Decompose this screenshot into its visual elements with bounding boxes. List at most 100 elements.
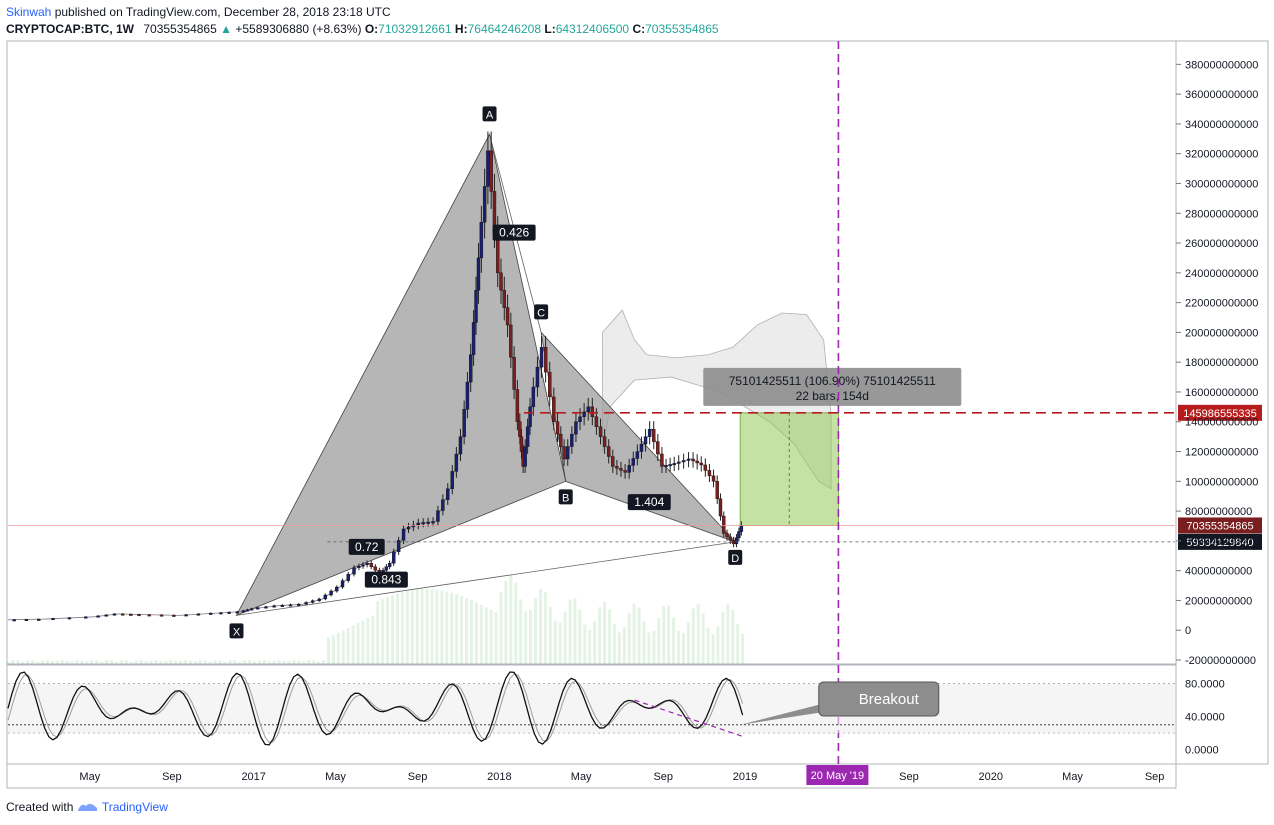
time-scale[interactable] (6, 763, 1177, 789)
oscillator-trendline[interactable] (634, 699, 746, 738)
candle (652, 428, 656, 442)
volume-bar (233, 660, 237, 664)
volume-bar (75, 660, 79, 664)
candle (280, 604, 285, 607)
volume-bar (346, 627, 350, 664)
pattern-xab (235, 133, 567, 617)
highlight-date-badge (806, 765, 869, 785)
volume-bar (716, 626, 720, 664)
candle (112, 613, 117, 616)
ratio-label: 1.404 (634, 495, 664, 509)
candle (635, 451, 640, 459)
time-tick-label: 2017 (241, 771, 265, 783)
volume-bar (60, 660, 64, 664)
symbol-name[interactable]: CRYPTOCAP:BTC, 1W (6, 22, 135, 36)
volume-bar (494, 612, 498, 664)
time-tick-label: Sep (162, 771, 182, 783)
oscillator-tick-label: 0.0000 (1185, 745, 1219, 757)
candle (725, 533, 729, 538)
pattern-point-badge (482, 106, 497, 122)
publish-info: Skinwah published on TradingView.com, De… (6, 5, 391, 19)
volume-bar (657, 617, 661, 664)
open-label: O: (364, 22, 379, 36)
volume-bar (593, 621, 597, 664)
volume-bar (164, 660, 168, 664)
candle (681, 460, 686, 463)
candle (446, 488, 450, 500)
volume-bar (681, 633, 685, 664)
volume-bar (371, 615, 375, 664)
pattern-point-badge (558, 489, 573, 505)
candle (602, 436, 607, 447)
volume-bar (667, 605, 671, 664)
pattern-point-label: D (731, 553, 739, 565)
volume-bar (445, 591, 449, 664)
candle (245, 609, 250, 612)
breakout-callout[interactable] (818, 681, 940, 717)
ratio-label: 0.72 (355, 540, 379, 554)
volume-bar (336, 632, 340, 664)
volume-bar (662, 605, 666, 664)
candle (249, 608, 254, 611)
candle (643, 436, 648, 445)
pattern-point-label: A (486, 109, 494, 121)
volume-bar (45, 660, 49, 664)
tradingview-brand[interactable]: TradingView (101, 800, 168, 814)
volume-bar (607, 609, 611, 664)
pattern-xd-leg (236, 541, 736, 616)
tradingview-logo-icon (77, 803, 97, 811)
volume-bar (425, 589, 429, 664)
candle (256, 607, 260, 610)
ratio-badge (627, 494, 671, 511)
volume-bar (706, 627, 710, 664)
candle (208, 612, 213, 615)
volume-bar (652, 630, 656, 664)
volume-bar (277, 660, 281, 664)
volume-bar (213, 660, 217, 664)
volume-bar (400, 592, 404, 664)
candle (474, 290, 478, 323)
candle (531, 386, 536, 408)
pattern-bd-leg (565, 480, 736, 543)
candle (631, 458, 635, 466)
candle (528, 406, 532, 427)
volume-bar (292, 660, 296, 664)
change-value: +5589306880 (+8.63%) (235, 22, 362, 36)
volume-bar (85, 661, 89, 664)
volume-bar (509, 574, 513, 664)
price-tick-label: 340000000000 (1185, 119, 1258, 131)
candle (677, 461, 681, 464)
volume-bar (479, 604, 483, 664)
volume-bar (741, 633, 745, 664)
time-tick-label: Sep (653, 771, 673, 783)
candle (51, 618, 55, 621)
pattern-point-label: C (537, 307, 545, 319)
volume-bar (484, 607, 488, 664)
candle (120, 613, 125, 616)
volume-bar (391, 595, 395, 664)
volume-bar (198, 660, 202, 664)
volume-bar (238, 661, 242, 664)
price-axis-badge-label: 59334129840 (1186, 537, 1253, 549)
ratio-badge (492, 224, 536, 241)
volume-bar (80, 660, 84, 664)
pattern-point-label: X (233, 626, 241, 638)
candle (436, 510, 440, 522)
time-tick-label: May (1062, 771, 1083, 783)
candle (486, 150, 490, 187)
candle (525, 426, 530, 447)
volume-bar (129, 661, 133, 664)
candle (552, 396, 556, 422)
candle (304, 602, 308, 605)
price-scale[interactable] (1175, 40, 1269, 765)
volume-bar (637, 607, 641, 664)
volume-bar (218, 660, 222, 664)
candle (384, 566, 389, 571)
candle (104, 614, 108, 617)
author-link[interactable]: Skinwah (6, 5, 52, 19)
candle (458, 436, 463, 455)
volume-bar (110, 660, 114, 664)
volume-bar (627, 613, 631, 664)
volume-bar (331, 635, 335, 664)
